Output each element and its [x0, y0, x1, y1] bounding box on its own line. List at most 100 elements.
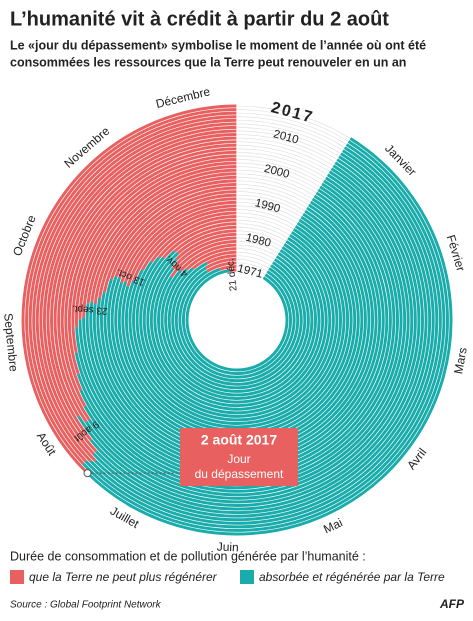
- absorbed-arc: [89, 158, 428, 511]
- guide-ring: [236, 198, 302, 218]
- overshoot-arc: [206, 254, 238, 265]
- date-label: 21 déc.: [225, 258, 239, 292]
- absorbed-arc: [178, 270, 296, 379]
- overshoot-arc: [114, 190, 238, 277]
- absorbed-arc: [74, 179, 403, 486]
- overshoot-arc: [118, 193, 238, 278]
- overshoot-arc: [173, 225, 238, 253]
- absorbed-arc: [160, 255, 314, 397]
- guide-ring: [236, 180, 311, 203]
- guide-ring: [236, 244, 277, 257]
- absorbed-arc: [171, 261, 303, 386]
- guide-ring: [236, 205, 298, 224]
- guide-ring: [236, 226, 287, 242]
- guide-ring: [236, 134, 336, 163]
- month-label: Juin: [216, 540, 239, 555]
- overshoot-arc: [179, 243, 238, 272]
- absorbed-arc: [85, 191, 389, 472]
- absorbed-arc: [181, 267, 293, 376]
- guide-ring: [236, 266, 266, 275]
- absorbed-arc: [139, 237, 335, 418]
- guide-ring: [236, 209, 296, 227]
- overshoot-arc: [82, 165, 238, 318]
- guide-ring: [236, 123, 342, 154]
- overshoot-arc: [192, 250, 238, 270]
- year-label: 1980: [244, 232, 272, 250]
- guide-ring: [236, 112, 347, 145]
- overshoot-arc: [39, 122, 238, 455]
- guide-ring: [236, 255, 272, 266]
- month-label: Mars: [451, 346, 470, 375]
- legend-swatch: [240, 570, 254, 584]
- absorbed-arc: [167, 261, 307, 390]
- absorbed-arc: [89, 146, 442, 525]
- legend-title: Durée de consommation et de pollution gé…: [10, 549, 366, 563]
- subtitle: consommées les ressources que la Terre p…: [10, 55, 406, 69]
- absorbed-arc: [146, 243, 328, 411]
- absorbed-arc: [77, 161, 424, 507]
- overshoot-arc: [60, 143, 238, 407]
- legend-label: que la Terre ne peut plus régénérer: [29, 570, 218, 584]
- guide-ring: [236, 109, 349, 142]
- year-label: 1990: [254, 197, 282, 215]
- source: Source : Global Footprint Network: [10, 600, 162, 611]
- overshoot-arc: [124, 200, 238, 283]
- absorbed-arc: [157, 252, 317, 400]
- absorbed-arc: [82, 140, 449, 532]
- callout-box: [180, 428, 298, 486]
- guide-ring: [236, 169, 317, 194]
- overshoot-arc: [78, 161, 238, 320]
- month-label: Septembre: [1, 313, 21, 373]
- guide-ring: [236, 262, 268, 272]
- overshoot-arc: [170, 240, 238, 278]
- guide-ring: [236, 162, 321, 188]
- guide-ring: [236, 212, 294, 230]
- guide-ring: [236, 130, 338, 160]
- guide-ring: [236, 116, 345, 148]
- callout-text: Jour: [227, 452, 250, 466]
- overshoot-arc: [162, 222, 238, 259]
- overshoot-arc: [157, 218, 238, 259]
- overshoot-arc: [177, 229, 238, 255]
- absorbed-arc: [124, 224, 350, 433]
- overshoot-arc: [32, 115, 238, 462]
- year-label: 2010: [272, 128, 300, 146]
- guide-ring: [236, 173, 315, 197]
- absorbed-arc: [89, 194, 385, 468]
- guide-ring: [236, 259, 270, 269]
- overshoot-arc: [185, 247, 238, 271]
- absorbed-arc: [164, 258, 310, 393]
- guide-ring: [236, 127, 340, 157]
- guide-ring: [236, 119, 344, 151]
- overshoot-arc: [175, 232, 238, 261]
- overshoot-arc: [46, 129, 238, 441]
- date-label: 23 sept.: [72, 303, 108, 316]
- absorbed-arc: [79, 173, 410, 493]
- absorbed-arc: [185, 269, 289, 372]
- guide-ring: [236, 166, 319, 191]
- overshoot-arc: [75, 158, 238, 328]
- guide-ring: [236, 105, 351, 139]
- absorbed-arc: [82, 188, 392, 475]
- absorbed-arc: [135, 234, 339, 422]
- month-label: Mai: [321, 515, 344, 536]
- absorbed-arc: [92, 152, 435, 518]
- absorbed-arc: [153, 249, 321, 404]
- absorbed-arc: [121, 221, 353, 436]
- absorbed-arc: [94, 149, 439, 522]
- logo: AFP: [439, 597, 465, 611]
- absorbed-arc: [95, 155, 432, 515]
- absorbed-arc: [132, 231, 342, 425]
- overshoot-arc: [98, 179, 238, 299]
- overshoot-arc: [21, 104, 238, 475]
- subtitle: Le «jour du dépassement» symbolise le mo…: [10, 38, 426, 52]
- overshoot-arc: [42, 125, 238, 453]
- overshoot-arc: [206, 261, 238, 273]
- overshoot-arc: [205, 257, 238, 270]
- guide-ring: [236, 159, 323, 185]
- overshoot-arc: [64, 147, 238, 391]
- guide-ring: [236, 187, 308, 209]
- guide-ring: [236, 219, 291, 236]
- guide-ring: [236, 137, 334, 166]
- guide-ring: [236, 251, 274, 263]
